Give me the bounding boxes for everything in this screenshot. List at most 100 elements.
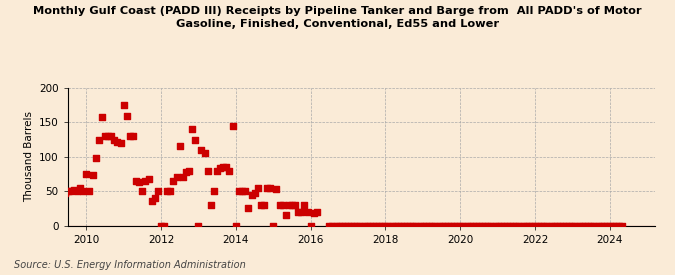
Point	[146, 199, 157, 204]
Point	[396, 223, 406, 228]
Point	[567, 223, 578, 228]
Point	[187, 127, 198, 131]
Point	[349, 223, 360, 228]
Point	[526, 223, 537, 228]
Point	[237, 189, 248, 193]
Point	[589, 223, 599, 228]
Point	[446, 223, 456, 228]
Point	[408, 223, 419, 228]
Point	[103, 134, 113, 138]
Point	[149, 196, 160, 200]
Point	[93, 138, 104, 142]
Point	[570, 223, 581, 228]
Point	[340, 223, 350, 228]
Point	[156, 223, 167, 228]
Point	[159, 223, 169, 228]
Point	[583, 223, 593, 228]
Point	[84, 189, 95, 193]
Point	[352, 223, 362, 228]
Point	[558, 223, 568, 228]
Y-axis label: Thousand Barrels: Thousand Barrels	[24, 111, 34, 202]
Point	[470, 223, 481, 228]
Point	[474, 223, 485, 228]
Point	[115, 141, 126, 145]
Point	[140, 179, 151, 183]
Point	[517, 223, 528, 228]
Point	[230, 223, 241, 228]
Point	[196, 148, 207, 152]
Point	[181, 170, 192, 174]
Point	[377, 223, 388, 228]
Point	[499, 223, 510, 228]
Point	[346, 223, 356, 228]
Point	[611, 223, 622, 228]
Point	[480, 223, 491, 228]
Point	[202, 168, 213, 173]
Point	[333, 223, 344, 228]
Point	[336, 223, 347, 228]
Point	[252, 185, 263, 190]
Point	[520, 223, 531, 228]
Point	[209, 189, 219, 193]
Point	[99, 134, 110, 138]
Point	[564, 223, 575, 228]
Point	[171, 175, 182, 180]
Point	[392, 223, 403, 228]
Point	[212, 168, 223, 173]
Point	[74, 185, 85, 190]
Point	[364, 223, 375, 228]
Point	[268, 223, 279, 228]
Point	[608, 223, 618, 228]
Point	[90, 156, 101, 160]
Point	[324, 223, 335, 228]
Point	[286, 203, 297, 207]
Point	[234, 189, 244, 193]
Point	[555, 223, 566, 228]
Point	[190, 138, 201, 142]
Point	[380, 223, 391, 228]
Point	[417, 223, 428, 228]
Point	[614, 223, 624, 228]
Point	[240, 189, 250, 193]
Point	[162, 189, 173, 193]
Point	[458, 223, 468, 228]
Point	[280, 213, 291, 217]
Text: Source: U.S. Energy Information Administration: Source: U.S. Energy Information Administ…	[14, 260, 245, 270]
Point	[174, 144, 185, 148]
Point	[277, 203, 288, 207]
Text: Monthly Gulf Coast (PADD III) Receipts by Pipeline Tanker and Barge from  All PA: Monthly Gulf Coast (PADD III) Receipts b…	[33, 6, 642, 29]
Point	[601, 223, 612, 228]
Point	[308, 211, 319, 215]
Point	[290, 203, 300, 207]
Point	[143, 177, 154, 181]
Point	[128, 134, 138, 138]
Point	[579, 223, 590, 228]
Point	[508, 223, 519, 228]
Point	[246, 192, 257, 197]
Point	[215, 166, 225, 170]
Point	[486, 223, 497, 228]
Point	[539, 223, 550, 228]
Point	[271, 187, 281, 191]
Point	[548, 223, 559, 228]
Point	[355, 223, 366, 228]
Point	[502, 223, 512, 228]
Point	[574, 223, 585, 228]
Point	[436, 223, 447, 228]
Point	[78, 189, 88, 193]
Point	[59, 190, 70, 195]
Point	[199, 151, 210, 156]
Point	[576, 223, 587, 228]
Point	[455, 223, 466, 228]
Point	[261, 185, 272, 190]
Point	[134, 180, 144, 184]
Point	[65, 189, 76, 193]
Point	[371, 223, 381, 228]
Point	[358, 223, 369, 228]
Point	[327, 223, 338, 228]
Point	[374, 223, 385, 228]
Point	[50, 189, 61, 193]
Point	[249, 190, 260, 195]
Point	[97, 115, 107, 119]
Point	[53, 189, 63, 193]
